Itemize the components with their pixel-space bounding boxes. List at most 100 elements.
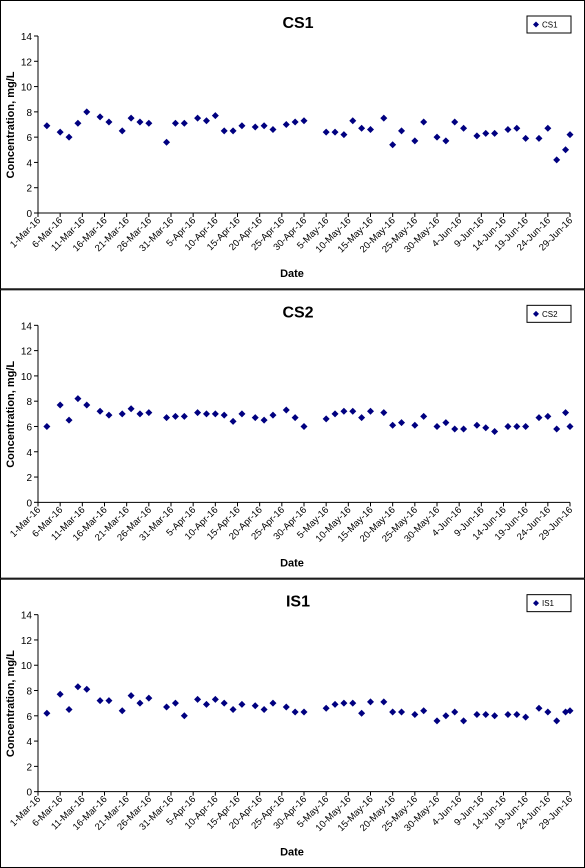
legend-marker xyxy=(533,21,539,28)
data-point xyxy=(202,117,210,125)
data-point xyxy=(562,146,570,154)
y-tick-label: 2 xyxy=(26,762,32,773)
data-point xyxy=(163,138,171,146)
data-point xyxy=(105,411,113,419)
data-point xyxy=(229,417,237,425)
data-point xyxy=(504,711,512,719)
legend-marker xyxy=(533,600,539,607)
y-tick-label: 6 xyxy=(26,133,32,144)
data-point xyxy=(291,118,299,126)
data-point xyxy=(513,422,521,430)
data-point xyxy=(331,700,339,708)
data-point xyxy=(83,685,91,693)
data-point xyxy=(442,137,450,145)
chart-title: CS2 xyxy=(282,304,313,321)
data-point xyxy=(43,422,51,430)
legend: CS1 xyxy=(526,15,572,34)
data-point xyxy=(56,128,64,136)
data-point xyxy=(43,709,51,717)
data-point xyxy=(238,122,246,130)
data-point xyxy=(473,132,481,140)
data-point xyxy=(145,694,153,702)
data-point xyxy=(251,702,259,710)
data-point xyxy=(300,708,308,716)
data-point xyxy=(145,409,153,417)
panel-border xyxy=(0,578,585,868)
data-point xyxy=(491,129,499,137)
y-tick-label: 4 xyxy=(26,158,32,169)
legend-box xyxy=(526,304,572,323)
data-point xyxy=(211,410,219,418)
y-tick-label: 8 xyxy=(26,397,32,408)
data-point xyxy=(544,124,552,132)
data-point xyxy=(65,133,73,141)
data-point xyxy=(553,156,561,164)
data-point xyxy=(202,700,210,708)
y-tick-label: 4 xyxy=(26,737,32,748)
data-point xyxy=(220,699,228,707)
data-point xyxy=(522,422,530,430)
data-point xyxy=(171,412,179,420)
data-point xyxy=(300,422,308,430)
x-axis-label: Date xyxy=(280,268,304,280)
x-axis-label: Date xyxy=(280,557,304,569)
data-point xyxy=(65,705,73,713)
y-tick-label: 6 xyxy=(26,422,32,433)
data-point xyxy=(442,712,450,720)
y-tick-label: 14 xyxy=(21,611,33,622)
data-point xyxy=(358,124,366,132)
data-point xyxy=(180,712,188,720)
data-point xyxy=(411,711,419,719)
data-point xyxy=(211,695,219,703)
data-point xyxy=(269,411,277,419)
data-point xyxy=(180,412,188,420)
data-point xyxy=(74,119,82,127)
y-axis-label: Concentration, mg/L xyxy=(5,361,17,468)
data-point xyxy=(349,117,357,125)
data-point xyxy=(118,707,126,715)
data-point xyxy=(504,126,512,134)
data-point xyxy=(433,133,441,141)
data-point xyxy=(118,410,126,418)
y-tick-label: 14 xyxy=(21,32,33,43)
data-point xyxy=(220,127,228,135)
data-point xyxy=(229,127,237,135)
data-point xyxy=(389,708,397,716)
data-point xyxy=(291,414,299,422)
y-tick-label: 12 xyxy=(21,636,33,647)
data-point xyxy=(96,113,104,121)
data-point xyxy=(460,425,468,433)
data-point xyxy=(513,711,521,719)
data-point xyxy=(269,126,277,134)
legend-box xyxy=(526,594,572,613)
data-point xyxy=(367,407,374,415)
data-point xyxy=(367,698,374,706)
y-axis-label: Concentration, mg/L xyxy=(5,650,17,757)
data-point xyxy=(491,428,499,436)
data-point xyxy=(322,704,330,712)
data-point xyxy=(322,415,330,423)
data-point xyxy=(163,703,171,711)
data-point xyxy=(194,114,202,122)
data-point xyxy=(105,697,113,705)
data-point xyxy=(105,118,113,126)
data-point xyxy=(433,717,441,725)
data-point xyxy=(194,409,202,417)
data-point xyxy=(451,425,459,433)
data-point xyxy=(544,412,552,420)
legend-label: IS1 xyxy=(542,599,555,608)
chart-title: IS1 xyxy=(286,594,310,611)
data-point xyxy=(535,414,543,422)
legend: CS2 xyxy=(526,304,572,323)
data-point xyxy=(340,131,348,139)
data-point xyxy=(513,124,521,132)
data-point xyxy=(282,121,290,128)
legend-label: CS2 xyxy=(542,310,558,319)
legend-marker xyxy=(533,310,539,317)
data-point xyxy=(340,699,348,707)
data-point xyxy=(442,419,450,427)
data-point xyxy=(282,406,290,414)
data-point xyxy=(96,407,104,415)
data-point xyxy=(251,123,259,131)
data-point xyxy=(238,410,246,418)
